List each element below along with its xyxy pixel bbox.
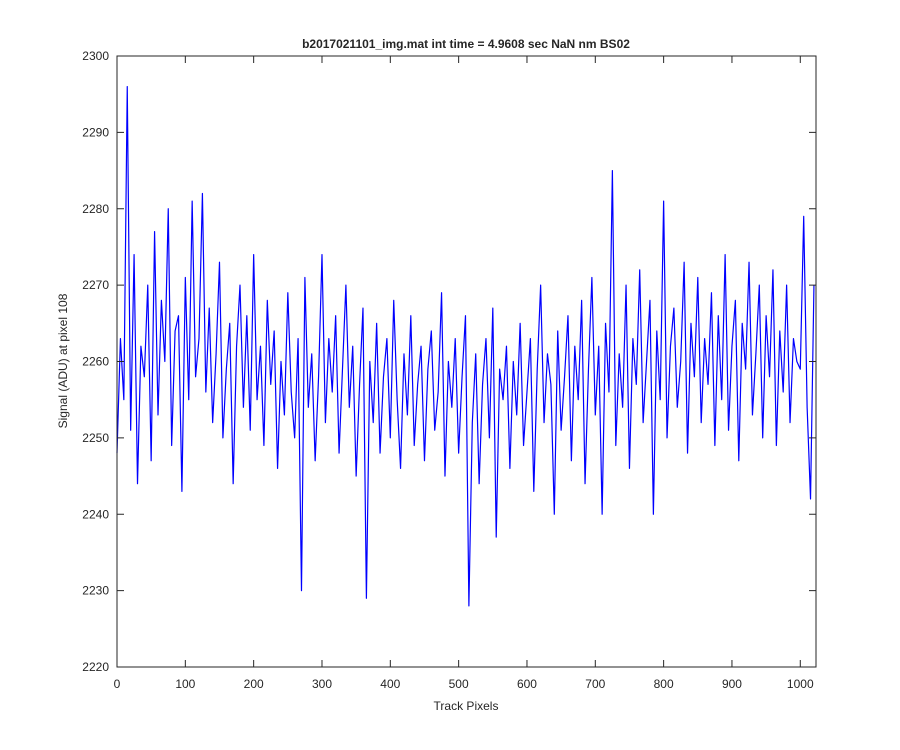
data-line [116,85,815,607]
y-tick-label: 2260 [82,355,109,369]
y-tick-label: 2250 [82,431,109,445]
x-tick-label: 200 [244,677,264,691]
x-tick-label: 300 [312,677,332,691]
x-tick-label: 600 [517,677,537,691]
x-tick-label: 1000 [787,677,814,691]
x-tick-label: 900 [722,677,742,691]
x-axis-label: Track Pixels [434,699,499,713]
y-axis-label: Signal (ADU) at pixel 108 [56,293,70,428]
y-tick-label: 2240 [82,507,109,521]
y-tick-label: 2280 [82,202,109,216]
x-tick-label: 0 [114,677,121,691]
x-tick-label: 100 [175,677,195,691]
chart-title: b2017021101_img.mat int time = 4.9608 se… [302,37,630,51]
y-tick-label: 2290 [82,125,109,139]
y-tick-label: 2300 [82,49,109,63]
x-tick-label: 800 [654,677,674,691]
y-tick-label: 2230 [82,584,109,598]
y-tick-label: 2270 [82,278,109,292]
y-tick-label: 2220 [82,660,109,674]
x-tick-label: 400 [380,677,400,691]
x-tick-label: 700 [585,677,605,691]
x-tick-label: 500 [449,677,469,691]
